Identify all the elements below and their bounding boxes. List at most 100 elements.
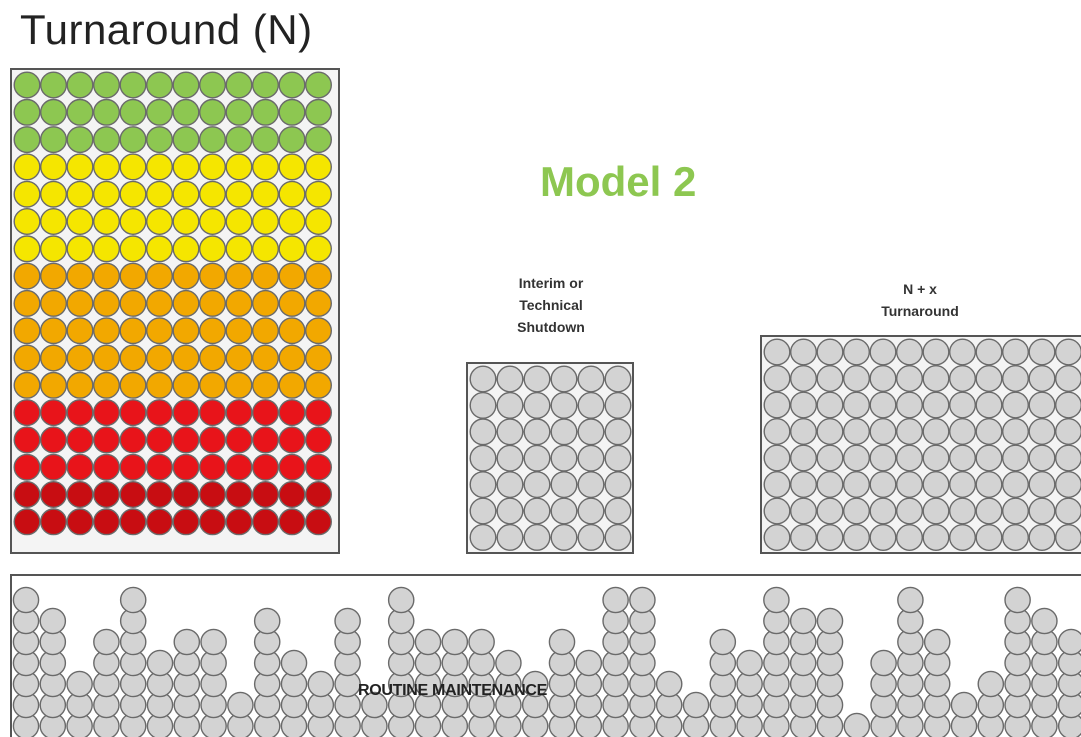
nx-circle [895,470,923,498]
turnaround-circle [251,317,279,345]
nx-circle [895,523,923,551]
turnaround-circle [13,235,41,263]
turnaround-circle [172,508,200,536]
turnaround-circle [225,289,253,317]
nx-circle [763,470,791,498]
interim-shutdown-panel [466,362,634,554]
nx-circle [975,338,1003,366]
turnaround-circle [145,98,173,126]
turnaround-circle [145,153,173,181]
turnaround-circle [119,180,147,208]
routine-circle [280,649,308,677]
nx-circle [948,444,976,472]
turnaround-circle [92,317,120,345]
nx-circle [922,391,950,419]
turnaround-circle [172,153,200,181]
turnaround-circle [225,344,253,372]
turnaround-circle [66,262,94,290]
turnaround-circle [305,126,333,154]
turnaround-circle [13,344,41,372]
turnaround-circle [92,235,120,263]
turnaround-circle [40,126,68,154]
turnaround-circle [198,508,226,536]
nx-circle [948,523,976,551]
nx-circle [922,365,950,393]
turnaround-circle [172,481,200,509]
interim-circle [577,418,605,446]
interim-circle [550,391,578,419]
interim-circle [469,523,497,551]
turnaround-circle [66,153,94,181]
turnaround-circle [225,508,253,536]
interim-circle [604,497,632,525]
turnaround-circle [225,235,253,263]
turnaround-circle [251,426,279,454]
turnaround-circle [251,344,279,372]
nx-circle [816,417,844,445]
nx-circle [922,497,950,525]
turnaround-circle [305,399,333,427]
routine-circle [870,649,897,677]
interim-circle [604,523,632,551]
turnaround-circle [92,453,120,481]
turnaround-circle [145,453,173,481]
turnaround-circle [145,126,173,154]
nx-circle [895,365,923,393]
turnaround-circle [40,399,68,427]
turnaround-circle [13,98,41,126]
turnaround-circle [66,344,94,372]
turnaround-circle [198,453,226,481]
routine-circle [173,628,201,656]
interim-circle [577,523,605,551]
nx-circle [869,365,897,393]
turnaround-circle [305,481,333,509]
model-label: Model 2 [540,158,697,205]
interim-circle [469,471,497,499]
routine-circle [334,607,361,635]
turnaround-circle [278,180,306,208]
interim-circle [496,523,524,551]
nx-circle [1028,497,1056,525]
turnaround-circle [92,508,120,536]
turnaround-circle [13,481,41,509]
turnaround-circle [13,180,41,208]
nx-circle [842,444,870,472]
nx-circle [869,470,897,498]
turnaround-circle [66,207,94,235]
nx-circle [948,417,976,445]
turnaround-circle [13,126,41,154]
turnaround-circle [251,262,279,290]
nx-circle [1001,391,1029,419]
turnaround-circle [251,71,279,99]
turnaround-circle [198,262,226,290]
routine-circle [977,670,1005,698]
nx-circle [816,444,844,472]
turnaround-circle [278,153,306,181]
turnaround-circle [198,371,226,399]
turnaround-circle [278,371,306,399]
routine-circle [575,649,603,677]
turnaround-circle [66,399,94,427]
routine-circle-field [12,586,1081,737]
turnaround-circle [40,344,68,372]
turnaround-circle [251,399,279,427]
nx-circle [975,365,1003,393]
nx-circle [1028,470,1056,498]
interim-circle [550,418,578,446]
turnaround-circle [251,508,279,536]
turnaround-circle [66,98,94,126]
nx-circle [816,470,844,498]
turnaround-circle [305,207,333,235]
turnaround-circle [172,453,200,481]
interim-circle [577,391,605,419]
routine-circle [468,628,495,656]
turnaround-circle [92,180,120,208]
turnaround-circle [66,508,94,536]
turnaround-circle [66,289,94,317]
interim-circle [577,471,605,499]
turnaround-circle [225,399,253,427]
turnaround-circle [198,235,226,263]
interim-circle [550,497,578,525]
turnaround-circle [66,317,94,345]
interim-circle [604,418,632,446]
